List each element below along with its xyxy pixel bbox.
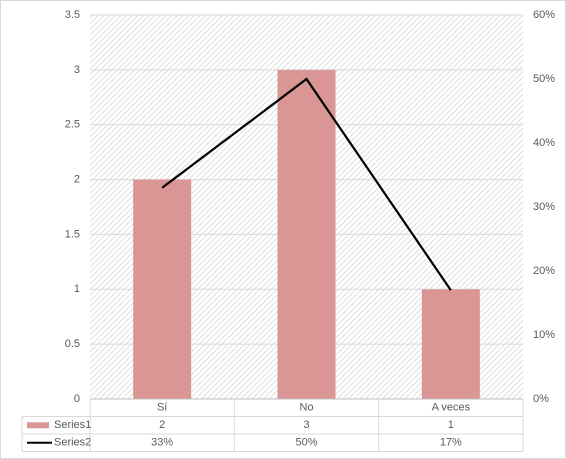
y-tick-label: 0 — [74, 393, 80, 405]
legend-label: Series1 — [54, 419, 91, 431]
line — [161, 77, 452, 291]
x-tick-label: A veces — [432, 402, 471, 414]
y-tick-label: 3 — [74, 64, 80, 76]
y-tick-label: 1.5 — [65, 228, 80, 240]
y2-tick-label: 40% — [533, 137, 555, 149]
y2-tick-label: 50% — [533, 73, 555, 85]
y-tick-label: 0.5 — [65, 338, 80, 350]
x-tick-label: No — [299, 402, 313, 414]
bar — [133, 179, 192, 399]
y2-tick-label: 10% — [533, 329, 555, 341]
y2-tick-label: 30% — [533, 201, 555, 213]
legend-swatch — [27, 422, 49, 429]
y2-tick-label: 0% — [533, 393, 549, 405]
y-tick-label: 3.5 — [65, 9, 80, 21]
bar — [421, 289, 480, 399]
y2-tick-label: 20% — [533, 265, 555, 277]
table-value: 17% — [440, 437, 462, 449]
legend-label: Series2 — [54, 437, 91, 449]
table-value: 1 — [448, 419, 454, 431]
table-value: 33% — [151, 437, 173, 449]
y-tick-label: 2.5 — [65, 119, 80, 131]
table-value: 50% — [295, 437, 317, 449]
y-tick-label: 1 — [74, 283, 80, 295]
table-value: 2 — [159, 419, 165, 431]
x-tick-label: Sí — [157, 402, 167, 414]
y2-tick-label: 60% — [533, 9, 555, 21]
bar — [277, 69, 336, 399]
table-value: 3 — [303, 419, 309, 431]
y-tick-label: 2 — [74, 173, 80, 185]
